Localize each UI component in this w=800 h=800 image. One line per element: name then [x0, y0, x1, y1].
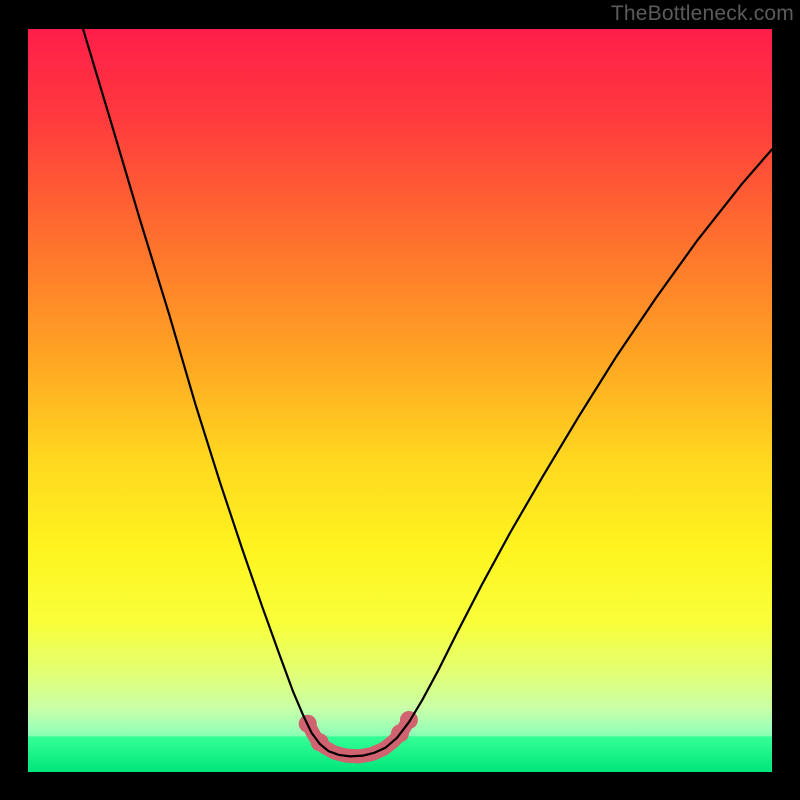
bottleneck-curve-chart	[0, 0, 800, 800]
chart-stage: TheBottleneck.com	[0, 0, 800, 800]
watermark-label: TheBottleneck.com	[611, 2, 794, 26]
gradient-background	[28, 29, 772, 772]
